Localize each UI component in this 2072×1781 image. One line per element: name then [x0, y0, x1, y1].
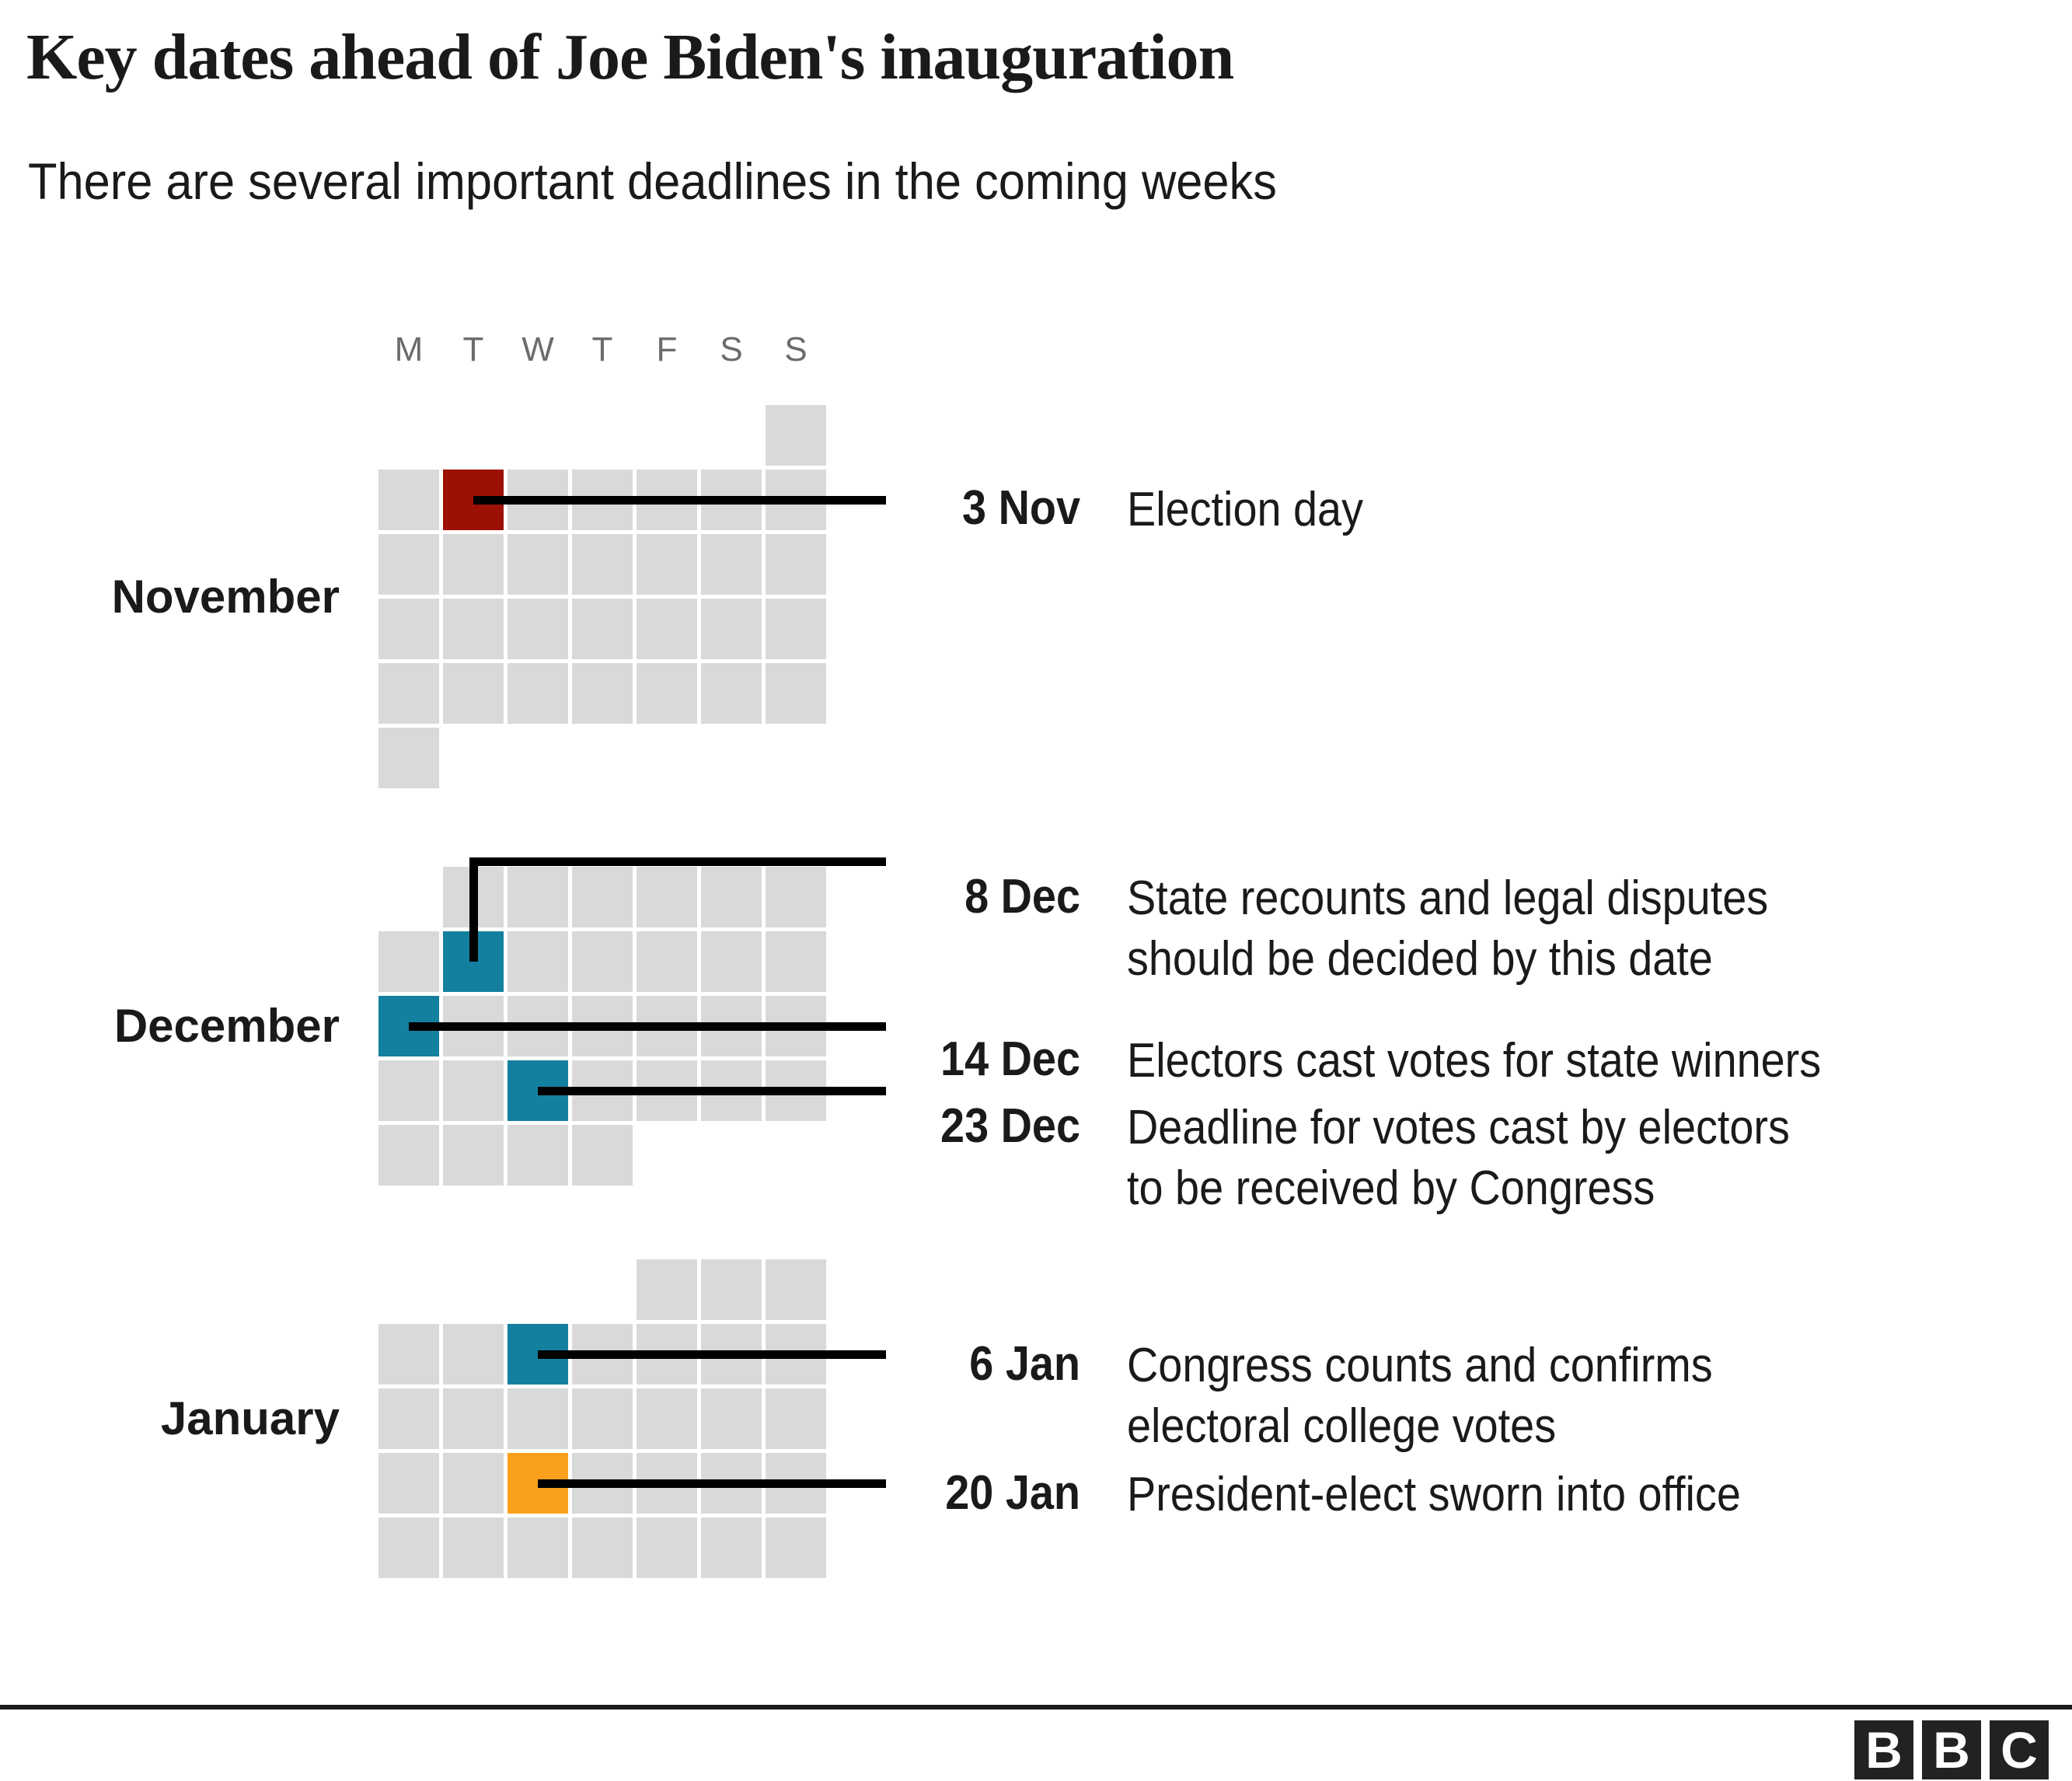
page-title: Key dates ahead of Joe Biden's inaugurat… [26, 21, 1234, 93]
calendar-cell [443, 663, 504, 724]
leader-line-horizontal [538, 1479, 886, 1488]
calendar-cell [637, 867, 697, 927]
calendar-cell [572, 1125, 633, 1186]
calendar-cell [443, 1517, 504, 1578]
annotation-description: State recounts and legal disputes should… [1127, 871, 1769, 986]
calendar-cell [766, 931, 826, 992]
calendar-cell [701, 931, 762, 992]
weekday-label-4: F [656, 330, 678, 368]
calendar-cell [766, 599, 826, 659]
calendar-cell [766, 534, 826, 595]
calendar-cell [508, 931, 568, 992]
calendar-cell [443, 534, 504, 595]
calendar-cell [637, 1259, 697, 1320]
month-label-december: December [113, 1000, 340, 1052]
weekday-label-5: S [720, 330, 743, 368]
annotation-description: Electors cast votes for state winners [1127, 1034, 1822, 1088]
calendar-cell [443, 1125, 504, 1186]
calendar-cell [378, 931, 439, 992]
calendar-cell [701, 599, 762, 659]
calendar-cell [508, 1125, 568, 1186]
calendar-cell [378, 1517, 439, 1578]
calendar-cell [701, 663, 762, 724]
annotation-description: Deadline for votes cast by electors to b… [1127, 1101, 1790, 1215]
month-label-november: November [111, 570, 340, 623]
calendar-cell [766, 867, 826, 927]
calendar-cell [637, 599, 697, 659]
calendar-cell [766, 663, 826, 724]
calendar-cell [572, 663, 633, 724]
calendar-cell [378, 470, 439, 530]
annotation-date: 8 Dec [964, 870, 1080, 924]
weekday-label-6: S [784, 330, 808, 368]
calendar-cell [572, 867, 633, 927]
calendar-cell [572, 599, 633, 659]
calendar-cell [766, 1259, 826, 1320]
calendar-cell [378, 1453, 439, 1514]
bbc-logo-letter-2: C [1990, 1720, 2049, 1779]
bbc-logo-letter-0: B [1854, 1720, 1913, 1779]
calendar-cell [637, 1517, 697, 1578]
leader-line-horizontal [473, 496, 886, 505]
calendar-cell [766, 1388, 826, 1449]
calendar-cell [508, 1517, 568, 1578]
calendar-cell [637, 534, 697, 595]
calendar-cell [508, 1388, 568, 1449]
calendar-cell [378, 599, 439, 659]
calendar-cell [443, 1388, 504, 1449]
weekday-label-1: T [462, 330, 484, 368]
leader-line-horizontal [409, 1022, 886, 1031]
calendar-cell [701, 534, 762, 595]
weekday-label-0: M [394, 330, 424, 368]
leader-line-horizontal [538, 1350, 886, 1359]
calendar-cell [508, 599, 568, 659]
footer-divider [0, 1705, 2072, 1709]
annotation-description: President-elect sworn into office [1127, 1468, 1741, 1521]
calendar-cell [443, 599, 504, 659]
calendar-cell [378, 728, 439, 788]
calendar-cell [378, 1324, 439, 1385]
bbc-logo-letter-1: B [1922, 1720, 1981, 1779]
calendar-cell [701, 1259, 762, 1320]
weekday-label-3: T [591, 330, 613, 368]
calendar-cell [378, 534, 439, 595]
calendar-cell [378, 663, 439, 724]
calendar-cell [443, 1060, 504, 1121]
calendar-cell [572, 931, 633, 992]
annotation-date: 3 Nov [962, 481, 1080, 535]
calendar-cell [701, 867, 762, 927]
annotation-date: 6 Jan [969, 1337, 1080, 1391]
annotation-date: 14 Dec [940, 1032, 1080, 1086]
calendar-cell [378, 1125, 439, 1186]
calendar-cell [766, 1517, 826, 1578]
leader-line-horizontal [538, 1087, 886, 1095]
annotation-description: Election day [1127, 483, 1363, 536]
calendar-cell [378, 1060, 439, 1121]
calendar-cell [637, 663, 697, 724]
calendar-cell [572, 1517, 633, 1578]
calendar-cell [508, 534, 568, 595]
calendar-cell [572, 1388, 633, 1449]
calendar-cell [701, 1388, 762, 1449]
annotation-date: 23 Dec [940, 1099, 1080, 1153]
annotation-description: Congress counts and confirms electoral c… [1127, 1339, 1713, 1453]
calendar-cell [766, 405, 826, 466]
weekday-label-2: W [521, 330, 554, 368]
calendar-cell [508, 663, 568, 724]
leader-line-vertical [469, 857, 478, 962]
calendar-cell [508, 867, 568, 927]
calendar-cell [443, 1453, 504, 1514]
calendar-cell [701, 1517, 762, 1578]
calendar-cell [443, 1324, 504, 1385]
calendar-cell [378, 1388, 439, 1449]
calendar-cell [572, 534, 633, 595]
annotation-date: 20 Jan [945, 1466, 1080, 1520]
month-label-january: January [160, 1392, 340, 1444]
calendar-cell [637, 1388, 697, 1449]
leader-line-horizontal [469, 857, 886, 866]
page-subtitle: There are several important deadlines in… [28, 152, 1277, 210]
calendar-cell [637, 931, 697, 992]
